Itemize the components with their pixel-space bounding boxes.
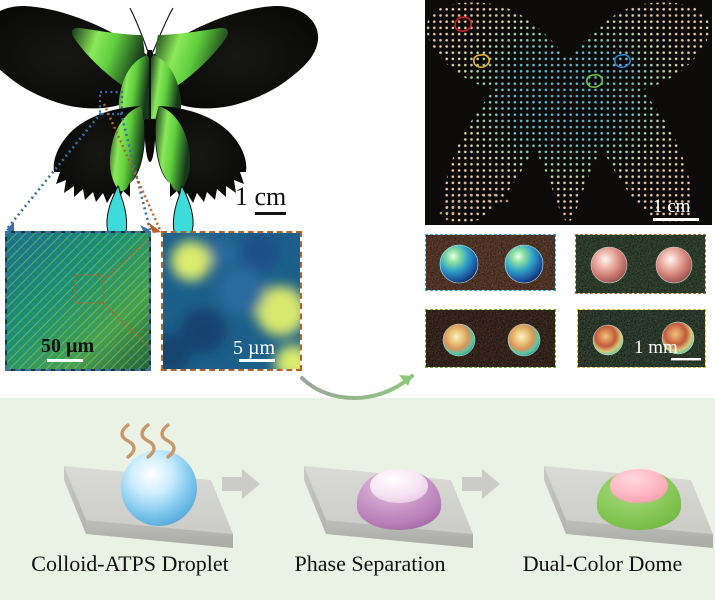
svg-text:1 mm: 1 mm xyxy=(634,337,678,358)
